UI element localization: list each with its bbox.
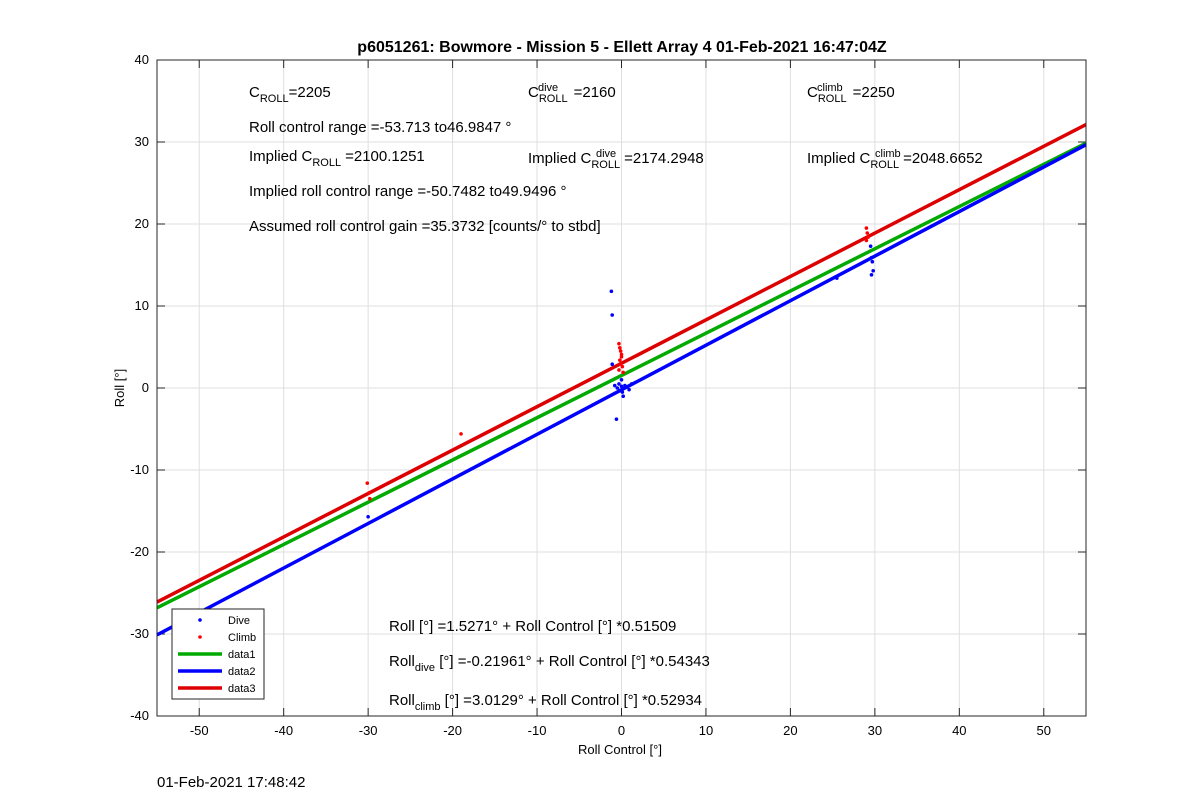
point-climb: [368, 496, 372, 501]
annotation-implied-c-roll-dive-sup: dive: [596, 148, 616, 160]
x-tick-label: 30: [868, 723, 882, 738]
y-tick-label: 20: [135, 216, 149, 231]
point-dive: [868, 244, 873, 248]
point-dive: [869, 273, 874, 277]
point-climb: [618, 361, 623, 366]
legend-label: data3: [228, 683, 256, 695]
point-dive: [621, 394, 625, 399]
point-climb: [617, 341, 621, 346]
y-tick-label: -20: [130, 544, 149, 559]
point-dive: [610, 362, 615, 367]
point-climb: [459, 432, 463, 436]
x-tick-label: -30: [359, 723, 378, 738]
legend-label: Climb: [228, 632, 256, 644]
x-tick-label: 10: [699, 723, 713, 738]
y-tick-label: 10: [135, 298, 149, 313]
x-axis-label: Roll Control [°]: [578, 742, 662, 757]
legend-label: Dive: [228, 615, 250, 627]
point-climb: [865, 231, 870, 235]
annotation-fit-all: Roll [°] =1.5271° + Roll Control [°] *0.…: [389, 618, 676, 635]
annotation-implied-c-roll-dive: Implied CROLL =2174.2948: [528, 150, 704, 171]
point-climb: [618, 349, 623, 353]
point-dive: [619, 384, 624, 389]
y-ticks: -40 -30 -20 -10 0 10 20 30 40: [130, 52, 1086, 723]
data-points: [365, 226, 875, 519]
point-climb: [864, 226, 869, 230]
x-tick-label: 50: [1037, 723, 1051, 738]
legend: Dive Climb data1 data2 data3: [171, 608, 265, 700]
y-tick-label: 30: [135, 134, 149, 149]
point-climb: [617, 368, 621, 372]
annotation-implied-c-roll-climb: Implied CROLL =2048.6652: [807, 150, 983, 171]
annotation-c-roll-dive: CROLL =2160: [528, 84, 616, 105]
annotation-c-roll-dive-sup: dive: [538, 82, 558, 94]
point-dive: [617, 382, 621, 386]
point-dive: [620, 390, 625, 394]
point-dive: [624, 385, 629, 389]
legend-marker-dive: [198, 618, 202, 622]
annotation-c-roll: CROLL=2205: [249, 84, 331, 105]
point-dive: [619, 378, 624, 382]
point-dive: [871, 268, 875, 273]
point-climb: [618, 358, 622, 362]
y-tick-label: 40: [135, 52, 149, 67]
annotation-fit-climb: Rollclimb [°] =3.0129° + Roll Control [°…: [389, 692, 702, 713]
x-tick-label: 0: [618, 723, 625, 738]
legend-marker-climb: [198, 635, 202, 639]
x-tick-label: -10: [528, 723, 547, 738]
point-dive: [629, 382, 634, 386]
point-climb: [365, 481, 370, 485]
chart-title: p6051261: Bowmore - Mission 5 - Ellett A…: [357, 39, 887, 56]
annotation-gain: Assumed roll control gain =35.3732 [coun…: [249, 218, 601, 235]
point-climb: [619, 352, 624, 357]
annotation-implied-c-roll: Implied CROLL =2100.1251: [249, 148, 425, 169]
x-tick-label: -20: [443, 723, 462, 738]
legend-label: data2: [228, 666, 256, 678]
legend-label: data1: [228, 649, 256, 661]
point-dive: [627, 387, 631, 392]
x-tick-label: -40: [274, 723, 293, 738]
point-climb: [618, 346, 622, 350]
point-dive: [869, 255, 874, 260]
fit-line-data1: [156, 141, 1087, 610]
x-tick-label: 40: [952, 723, 966, 738]
point-dive: [610, 313, 615, 317]
x-ticks: -50 -40 -30 -20 -10 0 10 20 30 40 50: [190, 60, 1051, 738]
annotation-roll-control-range: Roll control range =-53.713 to46.9847 °: [249, 119, 511, 136]
footer-timestamp: 01-Feb-2021 17:48:42: [157, 774, 306, 791]
y-tick-label: -10: [130, 462, 149, 477]
point-climb: [619, 355, 624, 359]
annotation-fit-dive: Rolldive [°] =-0.21961° + Roll Control […: [389, 653, 710, 674]
point-climb: [866, 235, 870, 239]
point-dive: [609, 289, 614, 294]
y-tick-label: -30: [130, 626, 149, 641]
annotation-c-roll-climb: CROLL =2250: [807, 84, 895, 105]
point-dive: [615, 386, 620, 390]
y-tick-label: 0: [142, 380, 149, 395]
x-tick-label: -50: [190, 723, 209, 738]
point-dive: [614, 417, 619, 421]
point-dive: [835, 276, 839, 280]
point-dive: [870, 259, 875, 264]
annotations: CROLL=2205 CROLL =2160 dive CROLL =2250 cl…: [249, 82, 983, 713]
point-dive: [612, 383, 617, 388]
point-climb: [367, 491, 371, 495]
point-climb: [620, 364, 625, 369]
annotation-implied-c-roll-climb-sup: climb: [875, 148, 901, 160]
annotation-implied-range: Implied roll control range =-50.7482 to4…: [249, 183, 566, 200]
point-dive: [366, 514, 370, 519]
y-tick-label: -40: [130, 708, 149, 723]
point-climb: [621, 370, 625, 375]
fit-line-data2: [156, 143, 1087, 637]
point-climb: [864, 238, 869, 243]
annotation-c-roll-climb-sup: climb: [817, 82, 843, 94]
x-tick-label: 20: [783, 723, 797, 738]
y-axis-label: Roll [°]: [112, 369, 127, 407]
